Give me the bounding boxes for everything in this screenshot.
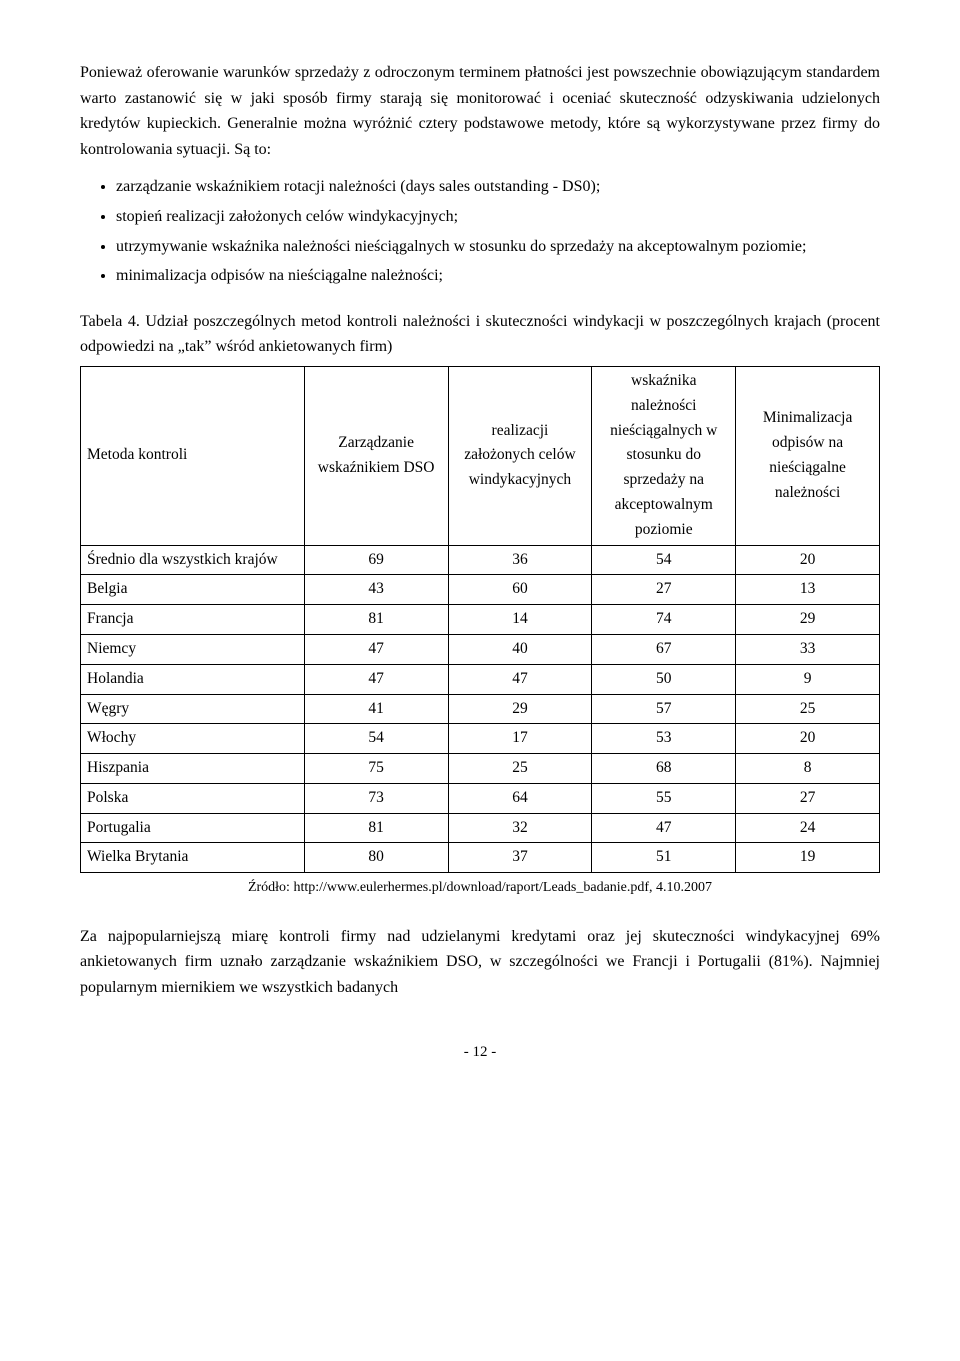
intro-paragraph: Ponieważ oferowanie warunków sprzedaży z…	[80, 60, 880, 162]
row-label: Portugalia	[81, 813, 305, 843]
row-value: 14	[448, 605, 592, 635]
table-header-row: Metoda kontroliZarządzanie wskaźnikiem D…	[81, 366, 880, 545]
row-value: 29	[736, 605, 880, 635]
row-value: 20	[736, 724, 880, 754]
page-number: - 12 -	[80, 1040, 880, 1064]
row-value: 47	[304, 664, 448, 694]
row-label: Holandia	[81, 664, 305, 694]
row-label: Francja	[81, 605, 305, 635]
row-value: 54	[304, 724, 448, 754]
table-row: Niemcy47406733	[81, 634, 880, 664]
row-value: 40	[448, 634, 592, 664]
row-value: 47	[448, 664, 592, 694]
table-header-label: Metoda kontroli	[81, 366, 305, 545]
row-value: 81	[304, 605, 448, 635]
row-value: 13	[736, 575, 880, 605]
table-row: Średnio dla wszystkich krajów69365420	[81, 545, 880, 575]
row-value: 27	[592, 575, 736, 605]
row-label: Węgry	[81, 694, 305, 724]
row-label: Niemcy	[81, 634, 305, 664]
table-header-col: wskaźnika należności nieściągalnych w st…	[592, 366, 736, 545]
row-value: 19	[736, 843, 880, 873]
row-label: Średnio dla wszystkich krajów	[81, 545, 305, 575]
row-value: 81	[304, 813, 448, 843]
row-value: 64	[448, 783, 592, 813]
row-value: 67	[592, 634, 736, 664]
table-caption: Tabela 4. Udział poszczególnych metod ko…	[80, 309, 880, 360]
table-header-col: Minimalizacja odpisów na nieściągalne na…	[736, 366, 880, 545]
row-label: Wielka Brytania	[81, 843, 305, 873]
row-value: 37	[448, 843, 592, 873]
row-value: 47	[592, 813, 736, 843]
row-value: 53	[592, 724, 736, 754]
row-value: 9	[736, 664, 880, 694]
row-value: 25	[448, 754, 592, 784]
row-value: 75	[304, 754, 448, 784]
row-value: 8	[736, 754, 880, 784]
row-value: 80	[304, 843, 448, 873]
row-value: 17	[448, 724, 592, 754]
row-label: Belgia	[81, 575, 305, 605]
row-value: 55	[592, 783, 736, 813]
row-label: Polska	[81, 783, 305, 813]
bullet-item: stopień realizacji założonych celów wind…	[116, 204, 880, 230]
table-row: Francja81147429	[81, 605, 880, 635]
table-row: Wielka Brytania80375119	[81, 843, 880, 873]
row-value: 73	[304, 783, 448, 813]
row-label: Włochy	[81, 724, 305, 754]
table-source: Źródło: http://www.eulerhermes.pl/downlo…	[80, 877, 880, 899]
row-value: 60	[448, 575, 592, 605]
row-value: 68	[592, 754, 736, 784]
methods-bullet-list: zarządzanie wskaźnikiem rotacji należnoś…	[80, 174, 880, 288]
row-value: 24	[736, 813, 880, 843]
bullet-item: zarządzanie wskaźnikiem rotacji należnoś…	[116, 174, 880, 200]
bullet-item: minimalizacja odpisów na nieściągalne na…	[116, 263, 880, 289]
table-row: Belgia43602713	[81, 575, 880, 605]
table-row: Włochy54175320	[81, 724, 880, 754]
row-value: 74	[592, 605, 736, 635]
table-row: Portugalia81324724	[81, 813, 880, 843]
row-value: 43	[304, 575, 448, 605]
table-header-col: realizacji założonych celów windykacyjny…	[448, 366, 592, 545]
row-value: 27	[736, 783, 880, 813]
bullet-item: utrzymywanie wskaźnika należności nieści…	[116, 234, 880, 260]
table-row: Hiszpania7525688	[81, 754, 880, 784]
row-value: 41	[304, 694, 448, 724]
row-value: 54	[592, 545, 736, 575]
closing-paragraph: Za najpopularniejszą miarę kontroli firm…	[80, 924, 880, 1001]
row-value: 50	[592, 664, 736, 694]
methods-table: Metoda kontroliZarządzanie wskaźnikiem D…	[80, 366, 880, 873]
table-row: Polska73645527	[81, 783, 880, 813]
row-value: 29	[448, 694, 592, 724]
row-value: 51	[592, 843, 736, 873]
row-value: 20	[736, 545, 880, 575]
table-row: Węgry41295725	[81, 694, 880, 724]
row-value: 47	[304, 634, 448, 664]
row-value: 33	[736, 634, 880, 664]
row-value: 25	[736, 694, 880, 724]
row-value: 57	[592, 694, 736, 724]
row-label: Hiszpania	[81, 754, 305, 784]
table-header-col: Zarządzanie wskaźnikiem DSO	[304, 366, 448, 545]
table-row: Holandia4747509	[81, 664, 880, 694]
row-value: 32	[448, 813, 592, 843]
row-value: 36	[448, 545, 592, 575]
row-value: 69	[304, 545, 448, 575]
